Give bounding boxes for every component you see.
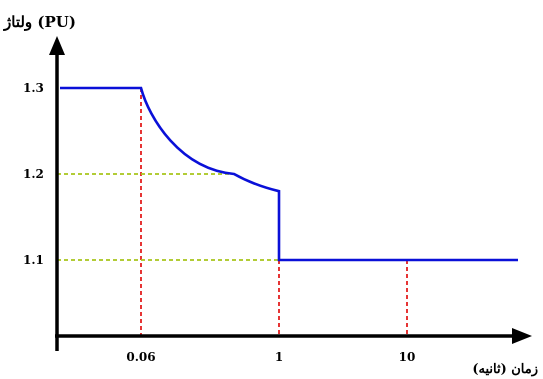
x-axis-arrow-icon — [512, 328, 532, 344]
x-tick-label-2: 10 — [399, 350, 416, 364]
x-axis-label: زمان (ثانیه) — [472, 362, 538, 377]
y-tick-label-0: 1.1 — [23, 253, 44, 267]
x-tick-label-0: 0.06 — [126, 350, 155, 364]
y-axis-arrow-icon — [49, 36, 65, 55]
y-axis-label: ولتاژ (PU) — [3, 13, 76, 31]
y-tick-label-2: 1.3 — [23, 81, 44, 95]
x-tick-label-1: 1 — [275, 350, 283, 364]
tick-labels: 0.06 1 10 1.1 1.2 1.3 — [23, 81, 415, 364]
curve-layer — [60, 86, 518, 262]
guide-lines — [57, 88, 408, 336]
voltage-curve-series-0 — [60, 86, 518, 262]
y-tick-label-1: 1.2 — [23, 167, 44, 181]
